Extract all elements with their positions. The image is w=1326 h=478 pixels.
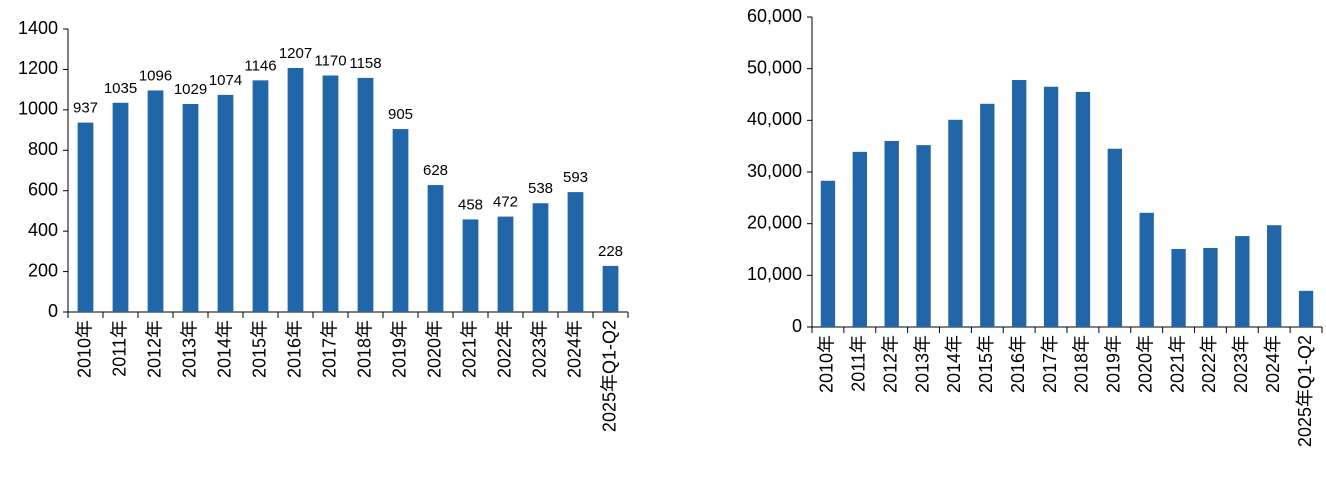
x-tick-label: 2012年 xyxy=(880,335,900,393)
x-tick-label: 2015年 xyxy=(249,320,269,378)
data-label: 538 xyxy=(528,180,553,197)
x-tick-label: 2024年 xyxy=(564,320,584,378)
bar xyxy=(217,94,234,312)
bar xyxy=(1235,236,1250,327)
x-tick-label: 2016年 xyxy=(1008,335,1028,393)
data-label: 937 xyxy=(73,100,98,117)
bar xyxy=(980,103,995,327)
data-label: 1207 xyxy=(279,45,312,62)
x-tick-label: 2024年 xyxy=(1263,335,1283,393)
y-tick-label: 1000 xyxy=(18,99,58,119)
x-tick-label: 2011年 xyxy=(849,335,869,392)
bar xyxy=(532,203,549,312)
x-tick-label: 2019年 xyxy=(1104,335,1124,393)
x-tick-label: 2014年 xyxy=(214,320,234,378)
bar xyxy=(884,141,899,327)
x-tick-label: 2020年 xyxy=(424,320,444,378)
x-tick-label: 2025年Q1-Q2 xyxy=(599,320,619,432)
x-tick-label: 2021年 xyxy=(459,320,479,378)
bar xyxy=(252,80,269,312)
data-label: 1158 xyxy=(349,55,381,72)
bar xyxy=(392,129,409,312)
bar xyxy=(287,68,304,312)
x-tick-label: 2018年 xyxy=(354,320,374,378)
x-tick-label: 2012年 xyxy=(144,320,164,378)
bar xyxy=(322,75,339,312)
x-tick-label: 2022年 xyxy=(494,320,514,378)
data-label: 1029 xyxy=(174,81,207,98)
x-tick-label: 2017年 xyxy=(319,320,339,378)
y-tick-label: 400 xyxy=(28,220,58,240)
bar xyxy=(916,145,931,327)
bar xyxy=(1171,248,1186,327)
bar xyxy=(852,151,867,327)
x-tick-label: 2018年 xyxy=(1072,335,1092,393)
y-tick-label: 800 xyxy=(28,139,58,159)
x-tick-label: 2013年 xyxy=(912,335,932,393)
bar xyxy=(182,103,199,313)
x-tick-label: 2013年 xyxy=(179,320,199,378)
data-label: 628 xyxy=(423,162,448,179)
bar xyxy=(1012,80,1027,328)
x-tick-label: 2023年 xyxy=(529,320,549,378)
y-tick-label: 200 xyxy=(28,260,58,280)
data-label: 1170 xyxy=(314,52,346,69)
x-tick-label: 2019年 xyxy=(389,320,409,378)
data-label: 1074 xyxy=(209,72,242,89)
data-label: 228 xyxy=(598,243,623,260)
y-tick-label: 600 xyxy=(28,179,58,199)
bar xyxy=(77,122,94,313)
x-tick-label: 2011年 xyxy=(109,320,129,377)
bar xyxy=(948,119,963,327)
bar xyxy=(357,77,374,312)
data-label: 905 xyxy=(388,106,413,123)
y-tick-label: 60,000 xyxy=(747,6,802,26)
bar xyxy=(1298,290,1314,327)
y-tick-label: 0 xyxy=(48,301,58,321)
bar xyxy=(602,265,619,312)
y-tick-label: 20,000 xyxy=(747,212,802,232)
bar xyxy=(497,216,514,312)
x-tick-label: 2015年 xyxy=(976,335,996,393)
bar xyxy=(1139,212,1154,327)
data-label: 472 xyxy=(493,194,518,211)
data-label: 1096 xyxy=(139,67,172,84)
y-tick-label: 40,000 xyxy=(747,109,802,129)
y-tick-label: 30,000 xyxy=(747,161,802,181)
y-tick-label: 10,000 xyxy=(747,264,802,284)
y-tick-label: 1400 xyxy=(18,18,58,38)
y-tick-label: 0 xyxy=(792,316,802,336)
y-tick-label: 1200 xyxy=(18,58,58,78)
bar xyxy=(427,185,444,312)
x-tick-label: 2020年 xyxy=(1135,335,1155,393)
data-label: 1035 xyxy=(104,80,137,97)
bar xyxy=(462,219,479,312)
bar xyxy=(567,192,584,312)
x-tick-label: 2021年 xyxy=(1167,335,1187,393)
bar xyxy=(1107,148,1122,327)
x-tick-label: 2025年Q1-Q2 xyxy=(1295,335,1315,447)
bar xyxy=(820,180,836,327)
bar xyxy=(112,102,129,313)
x-tick-label: 2017年 xyxy=(1040,335,1060,393)
x-tick-label: 2010年 xyxy=(74,320,94,378)
bar xyxy=(147,90,164,312)
data-label: 1146 xyxy=(244,57,276,74)
x-tick-label: 2010年 xyxy=(817,335,837,393)
data-label: 593 xyxy=(563,169,588,186)
bar xyxy=(1043,86,1059,327)
data-label: 458 xyxy=(458,196,483,213)
bar xyxy=(1075,91,1091,328)
y-tick-label: 50,000 xyxy=(747,57,802,77)
x-tick-label: 2022年 xyxy=(1199,335,1219,393)
bar xyxy=(1267,225,1282,327)
x-tick-label: 2014年 xyxy=(944,335,964,393)
x-tick-label: 2023年 xyxy=(1231,335,1251,393)
bar xyxy=(1203,247,1218,327)
x-tick-label: 2016年 xyxy=(284,320,304,378)
